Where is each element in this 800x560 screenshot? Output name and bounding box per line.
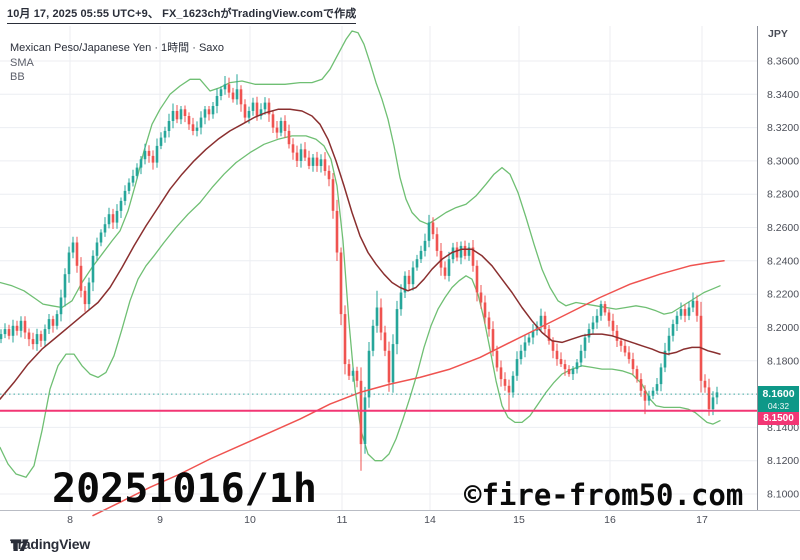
price-tick-label: 8.3400 — [767, 89, 799, 101]
time-tick-label: 9 — [157, 514, 163, 526]
time-tick-label: 8 — [67, 514, 73, 526]
tradingview-logo-text: TradingView — [10, 536, 91, 552]
time-axis[interactable]: 8 9 10 11 14 15 16 17 — [67, 514, 708, 526]
price-tick-label: 8.3000 — [767, 155, 799, 167]
time-tick-label: 16 — [604, 514, 616, 526]
bb-lower-line — [0, 135, 721, 478]
price-tick-label: 8.1000 — [767, 489, 799, 501]
time-tick-label: 14 — [424, 514, 436, 526]
price-tick-label: 8.3200 — [767, 122, 799, 134]
price-tick-label: 8.2000 — [767, 322, 799, 334]
price-tick-label: 8.2400 — [767, 255, 799, 267]
price-tick-label: 8.2800 — [767, 189, 799, 201]
legend-bb-indicator[interactable]: BB — [10, 71, 25, 83]
tradingview-logo-icon — [10, 539, 29, 551]
time-tick-label: 15 — [513, 514, 525, 526]
legend-sma-indicator[interactable]: SMA — [10, 57, 34, 69]
legend-symbol[interactable]: Mexican Peso/Japanese Yen · 1時間 · Saxo — [10, 42, 225, 54]
time-tick-label: 17 — [696, 514, 708, 526]
bb-basis-line — [0, 108, 721, 400]
chart-legend: Mexican Peso/Japanese Yen · 1時間 · Saxo S… — [10, 39, 224, 85]
time-tick-label: 11 — [337, 514, 348, 526]
time-tick-label: 10 — [244, 514, 256, 526]
watermark-date-timeframe: 20251016/1h — [52, 466, 317, 512]
price-axis[interactable]: 8.3600 8.3400 8.3200 8.3000 8.2800 8.2600 8.24… — [767, 56, 799, 501]
price-axis-currency-label: JPY — [768, 28, 788, 40]
plot-layers — [0, 26, 757, 517]
bar-countdown: 04:32 — [767, 400, 790, 411]
tradingview-logo[interactable]: TradingView — [10, 536, 90, 552]
price-tick-label: 8.2200 — [767, 289, 799, 301]
price-tick-label: 8.3600 — [767, 56, 799, 68]
sma-long-line — [92, 260, 725, 517]
bb-upper-line — [0, 30, 721, 315]
current-price-badge[interactable]: 8.1600 04:32 — [758, 386, 799, 412]
price-tick-label: 8.1800 — [767, 355, 799, 367]
alert-price-badge[interactable]: 8.1500 — [758, 412, 799, 425]
creation-caption: 10月 17, 2025 05:55 UTC+9、 FX_1623chがTrad… — [7, 5, 357, 24]
current-price-value: 8.1600 — [762, 388, 795, 400]
candles-layer — [0, 74, 719, 471]
watermark-site-credit: ©fire-from50.com — [464, 478, 744, 512]
price-tick-label: 8.1200 — [767, 455, 799, 467]
price-tick-label: 8.2600 — [767, 222, 799, 234]
